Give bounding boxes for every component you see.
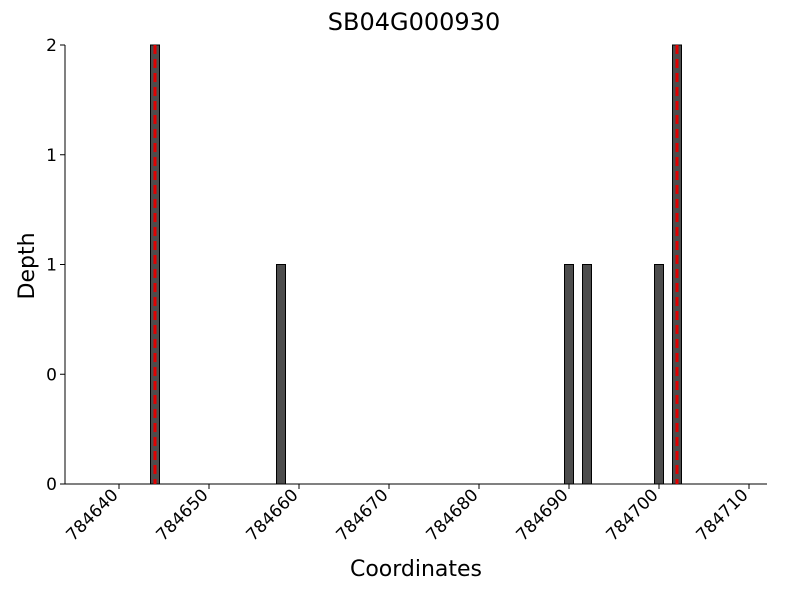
bar bbox=[564, 264, 574, 485]
y-tick-label: 0 bbox=[46, 475, 57, 495]
x-tick-label: 784640 bbox=[62, 485, 122, 545]
x-tick-label: 784710 bbox=[692, 485, 752, 545]
x-tick-label: 784700 bbox=[602, 485, 662, 545]
y-tick-label: 1 bbox=[46, 146, 57, 166]
bar bbox=[654, 264, 664, 485]
chart-title: SB04G000930 bbox=[328, 8, 500, 36]
bar bbox=[150, 44, 160, 485]
y-tick-label: 0 bbox=[46, 365, 57, 385]
y-tick-label: 1 bbox=[46, 256, 57, 276]
x-axis-label: Coordinates bbox=[350, 557, 482, 582]
x-tick-label: 784670 bbox=[332, 485, 392, 545]
x-tick-label: 784680 bbox=[422, 485, 482, 545]
x-tick-label: 784660 bbox=[242, 485, 302, 545]
bar bbox=[672, 44, 682, 485]
y-tick-label: 2 bbox=[46, 36, 57, 56]
y-axis-label: Depth bbox=[15, 232, 40, 299]
x-tick-label: 784690 bbox=[512, 485, 572, 545]
x-tick-label: 784650 bbox=[152, 485, 212, 545]
bar bbox=[276, 264, 286, 485]
bar bbox=[582, 264, 592, 485]
